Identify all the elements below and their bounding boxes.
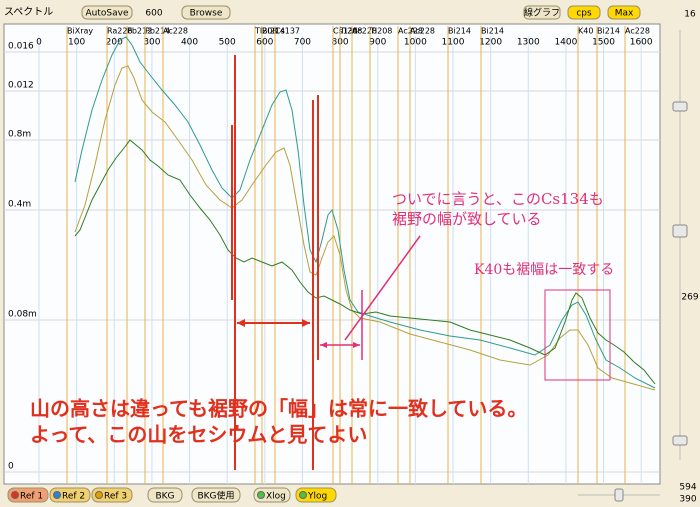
button-indicator (95, 491, 103, 499)
side-value: 16 (684, 10, 696, 20)
nuclide-label: Bi214 (262, 27, 285, 36)
annotation-text: K40も裾幅は一致する (474, 262, 614, 278)
slider-thumb[interactable] (672, 435, 688, 446)
side-value: 269 (681, 293, 698, 303)
spectrum-curve-teal (74, 36, 656, 389)
max-label[interactable]: Max (615, 9, 634, 19)
count-value: 600 (145, 9, 162, 19)
nuclide-label: Cs137 (275, 27, 300, 36)
x-tick-label: 100 (68, 38, 85, 48)
annotation-text: ついでに言うと、このCs134も (392, 190, 604, 208)
button-indicator (299, 491, 307, 499)
button-indicator (257, 491, 265, 499)
button[interactable] (7, 487, 49, 503)
nuclide-label: K40 (578, 27, 593, 36)
nuclide-label: Ac228 (625, 27, 650, 36)
side-value: 390 (679, 495, 696, 505)
button[interactable] (49, 487, 91, 503)
browse-label[interactable]: Browse (190, 9, 223, 19)
x-tick-label: 1200 (479, 38, 502, 48)
nuclide-label: Bi214 (597, 27, 620, 36)
nuclide-label: Tl208 (254, 27, 277, 36)
button[interactable] (191, 487, 241, 503)
button[interactable] (253, 487, 291, 503)
y-tick-label: 0 (8, 462, 14, 472)
k40-box (544, 289, 611, 381)
y-tick-label: 0.8m (8, 130, 31, 140)
browse-button[interactable] (181, 5, 231, 20)
cps-label[interactable]: cps (576, 9, 592, 19)
autosave-label[interactable]: AutoSave (86, 9, 129, 19)
button-label[interactable]: Ref 2 (62, 492, 85, 502)
x-tick-label: 200 (106, 38, 123, 48)
button-label[interactable]: Ylog (307, 492, 327, 502)
x-tick-label: 400 (181, 38, 198, 48)
nuclide-label: Pb212 (127, 27, 152, 36)
annotation-text: よって、この山をセシウムと見てよい (30, 423, 367, 447)
cps-button[interactable] (567, 5, 601, 20)
x-tick-label: 1100 (442, 38, 465, 48)
y-tick-label: 0.4m (8, 200, 31, 210)
button-indicator (11, 491, 19, 499)
x-tick-label: 700 (294, 38, 311, 48)
x-tick-label: 1600 (630, 38, 653, 48)
x-tick-label: 1400 (554, 38, 577, 48)
button[interactable] (147, 487, 183, 503)
button-label[interactable]: BKG使用 (197, 490, 234, 502)
x-tick-label: 900 (369, 38, 386, 48)
annotation-text: 山の高さは違っても裾野の「幅」は常に一致している。 (30, 397, 527, 421)
button[interactable] (295, 487, 337, 503)
x-tick-label: 300 (143, 38, 160, 48)
button-label[interactable]: BKG (155, 492, 174, 502)
x-tick-label: 600 (256, 38, 273, 48)
x-tick-label: 500 (219, 38, 236, 48)
button-label[interactable]: Ref 3 (104, 492, 127, 502)
nuclide-label: Bi214 (481, 27, 504, 36)
nuclide-label: Bi214 (448, 27, 471, 36)
arrow-head (237, 319, 310, 327)
plot-area (3, 23, 661, 485)
button[interactable] (91, 487, 133, 503)
nuclide-label: Ac228 (352, 27, 377, 36)
button-indicator (53, 491, 61, 499)
y-tick-label: 0.016 (8, 42, 34, 52)
pointer-line (344, 235, 421, 341)
y-tick-label: 0.08m (8, 310, 37, 320)
y-tick-label: 0.012 (8, 81, 34, 91)
nuclide-label: BiXray (67, 27, 93, 36)
nuclide-label: Ac228 (163, 27, 188, 36)
max-button[interactable] (607, 5, 641, 20)
side-value: 594 (679, 483, 696, 493)
x-tick-label: 1300 (517, 38, 540, 48)
annotation-text: 裾野の幅が致している (392, 210, 542, 228)
slider-thumb[interactable] (672, 101, 688, 112)
nuclide-label: Ra226 (107, 27, 133, 36)
x-tick-label: 1500 (592, 38, 615, 48)
nuclide-label: Tl208 (339, 27, 362, 36)
slider-thumb[interactable] (672, 224, 688, 238)
spectrum-curve-olive (74, 65, 656, 391)
nuclide-label: Ac228 (410, 27, 435, 36)
nuclide-label: Cs134 (333, 27, 358, 36)
slider-thumb[interactable] (614, 488, 624, 502)
graph-mode-label[interactable]: 線グラフ (524, 7, 560, 19)
graph-mode-button[interactable] (523, 5, 561, 20)
nuclide-label: Tl208 (369, 27, 392, 36)
x-tick-label: 1000 (404, 38, 427, 48)
autosave-button[interactable] (81, 5, 133, 20)
nuclide-label: Pb214 (145, 27, 170, 36)
x-tick-label: 0 (36, 38, 42, 48)
window-title: スペクトル (4, 6, 53, 18)
button-label[interactable]: Ref 1 (20, 492, 43, 502)
button-label[interactable]: Xlog (266, 492, 286, 502)
